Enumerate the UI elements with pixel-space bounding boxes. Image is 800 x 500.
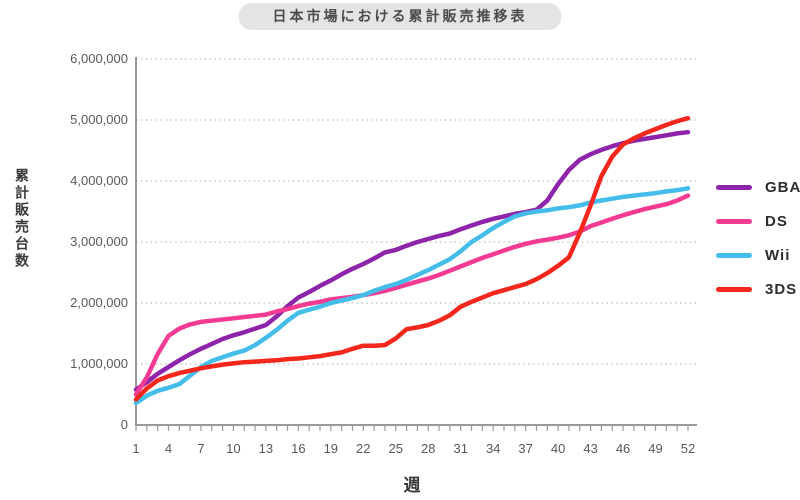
legend-label: Wii	[765, 246, 791, 264]
y-tick-label: 4,000,000	[70, 173, 128, 188]
y-tick-label: 6,000,000	[70, 51, 128, 66]
x-tick-label: 19	[323, 441, 339, 456]
legend-label: GBA	[765, 178, 800, 196]
legend-item-3DS: 3DS	[716, 274, 800, 304]
x-tick-label: 34	[485, 441, 501, 456]
x-tick-label: 1	[132, 441, 140, 456]
x-tick-label: 37	[518, 441, 533, 456]
x-axis-title: 週	[403, 476, 421, 495]
x-tick-label: 16	[291, 441, 306, 456]
y-tick-label: 3,000,000	[70, 234, 128, 249]
y-tick-label: 1,000,000	[70, 356, 128, 371]
x-tick-label: 43	[583, 441, 598, 456]
x-tick-label: 7	[197, 441, 205, 456]
x-tick-label: 4	[164, 441, 173, 456]
x-tick-label: 22	[356, 441, 371, 456]
series-line-Wii	[133, 186, 691, 406]
series-line-GBA	[133, 129, 691, 392]
legend-item-Wii: Wii	[716, 240, 800, 270]
x-tick-label: 28	[421, 441, 436, 456]
legend-swatch	[716, 252, 752, 258]
legend-item-DS: DS	[716, 206, 800, 236]
legend-item-GBA: GBA	[716, 172, 800, 202]
legend-label: 3DS	[765, 280, 798, 298]
legend-swatch	[716, 184, 752, 190]
legend-swatch	[716, 286, 752, 292]
x-tick-label: 25	[388, 441, 403, 456]
x-tick-label: 52	[680, 441, 696, 456]
chart-title: 日本市場における累計販売推移表	[238, 3, 562, 30]
x-tick-label: 10	[226, 441, 241, 456]
x-tick-label: 40	[550, 441, 566, 456]
x-tick-label: 46	[615, 441, 631, 456]
y-axis-title: 累計販売台数	[14, 168, 30, 270]
series-line-DS	[133, 193, 691, 397]
legend-swatch	[716, 218, 752, 224]
x-tick-label: 49	[648, 441, 663, 456]
legend: GBA DS Wii 3DS	[716, 172, 800, 308]
x-tick-label: 31	[453, 441, 468, 456]
y-tick-label: 0	[120, 417, 128, 432]
y-tick-label: 5,000,000	[70, 112, 128, 127]
y-tick-label: 2,000,000	[70, 295, 128, 310]
x-tick-label: 13	[258, 441, 274, 456]
series-line-3DS	[133, 115, 691, 402]
legend-label: DS	[765, 212, 788, 230]
